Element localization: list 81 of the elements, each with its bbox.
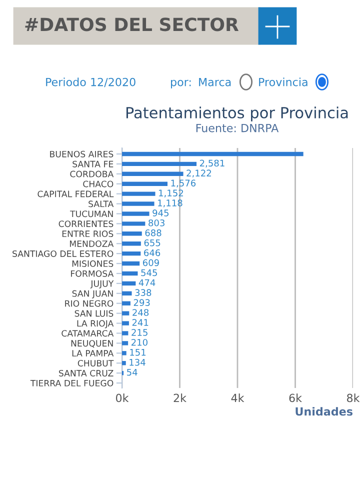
data-label: 474 bbox=[138, 279, 156, 286]
y-tick-label: CORRIENTES bbox=[58, 220, 114, 228]
bar bbox=[122, 321, 129, 326]
y-tick-label: CHUBUT bbox=[78, 360, 114, 366]
data-label: 248 bbox=[132, 309, 149, 316]
y-tick-label: JUJUY bbox=[90, 280, 114, 288]
y-tick-label: TIERRA DEL FUEGO bbox=[30, 380, 114, 386]
data-label: 1,152 bbox=[159, 190, 183, 198]
bar bbox=[122, 281, 136, 286]
y-tick-label: SAN LUIS bbox=[74, 310, 114, 317]
y-tick-label: SANTA CRUZ bbox=[59, 370, 114, 376]
y-tick-label: MISIONES bbox=[72, 260, 114, 267]
data-label: 338 bbox=[135, 289, 152, 296]
bar bbox=[122, 232, 142, 236]
text: Marca bbox=[199, 78, 231, 86]
data-label: 293 bbox=[134, 299, 150, 306]
bar bbox=[122, 152, 304, 156]
bar bbox=[122, 192, 156, 196]
y-tick-label: TUCUMAN bbox=[70, 210, 113, 218]
bar bbox=[122, 261, 140, 266]
y-tick-label: CAPITAL FEDERAL bbox=[38, 190, 114, 198]
x-tick-label: 6k bbox=[289, 394, 302, 402]
x-tick-label: 4k bbox=[231, 394, 244, 402]
y-tick-label: CATAMARCA bbox=[62, 330, 114, 337]
bar bbox=[122, 341, 128, 346]
bar bbox=[122, 361, 126, 366]
data-label: 2,581 bbox=[200, 160, 224, 168]
y-tick-label: SANTA FE bbox=[72, 160, 114, 168]
bar bbox=[122, 212, 150, 216]
y-tick-label: BUENOS AIRES bbox=[50, 150, 114, 158]
y-tick-label: LA PAMPA bbox=[72, 350, 114, 356]
data-label: 210 bbox=[132, 338, 148, 346]
chart-subtitle: Fuente: DNRPA bbox=[196, 124, 279, 132]
bar bbox=[122, 172, 184, 176]
data-label: 1,118 bbox=[158, 200, 182, 208]
data-label: 945 bbox=[152, 210, 169, 216]
data-label: 646 bbox=[144, 249, 160, 256]
bar bbox=[122, 222, 146, 226]
x-tick-label: 0k bbox=[116, 394, 129, 402]
data-label: 1,576 bbox=[171, 180, 196, 188]
text: por: bbox=[171, 80, 191, 88]
bar bbox=[122, 242, 141, 246]
x-tick-label: 8k bbox=[347, 394, 360, 402]
y-tick-label: CORDOBA bbox=[70, 170, 114, 178]
data-label: 545 bbox=[141, 269, 157, 276]
y-tick-label: ENTRE RIOS bbox=[62, 230, 114, 238]
bar bbox=[122, 331, 128, 336]
data-label: 54 bbox=[127, 368, 138, 376]
y-tick-label: SALTA bbox=[88, 200, 114, 208]
y-tick-label: NEUQUEN bbox=[71, 340, 113, 348]
text: Provincia bbox=[259, 78, 308, 86]
y-tick-label: RIO NEGRO bbox=[65, 300, 114, 307]
data-label: 215 bbox=[132, 329, 148, 336]
y-tick-label: SAN JUAN bbox=[72, 290, 113, 298]
data-label: 609 bbox=[142, 259, 159, 266]
bar bbox=[122, 162, 197, 166]
text: #DATOS DEL SECTOR bbox=[25, 18, 239, 32]
bar bbox=[122, 251, 141, 256]
bar bbox=[122, 301, 130, 306]
data-label: 688 bbox=[145, 229, 162, 236]
bar bbox=[122, 182, 168, 186]
x-tick-label: 2k bbox=[174, 394, 186, 402]
data-label: 134 bbox=[130, 358, 146, 366]
bar bbox=[122, 291, 132, 296]
data-label: 241 bbox=[132, 319, 148, 326]
bar bbox=[122, 351, 126, 356]
y-tick-label: CHACO bbox=[83, 180, 114, 188]
y-tick-label: FORMOSA bbox=[71, 270, 114, 277]
bar bbox=[122, 271, 138, 276]
data-label: 803 bbox=[148, 219, 164, 226]
bar bbox=[122, 311, 130, 316]
bar bbox=[122, 202, 154, 206]
data-label: 151 bbox=[130, 349, 146, 356]
text: Periodo 12/2020 bbox=[46, 78, 136, 88]
x-axis-title: Unidades bbox=[296, 407, 352, 416]
y-tick-label: SANTIAGO DEL ESTERO bbox=[12, 250, 114, 257]
y-tick-label: MENDOZA bbox=[70, 240, 114, 247]
data-label: 2,122 bbox=[186, 170, 211, 178]
chart-title: Patentamientos por Provincia bbox=[126, 106, 348, 122]
data-label: 655 bbox=[144, 239, 160, 246]
y-tick-label: LA RIOJA bbox=[77, 320, 114, 328]
